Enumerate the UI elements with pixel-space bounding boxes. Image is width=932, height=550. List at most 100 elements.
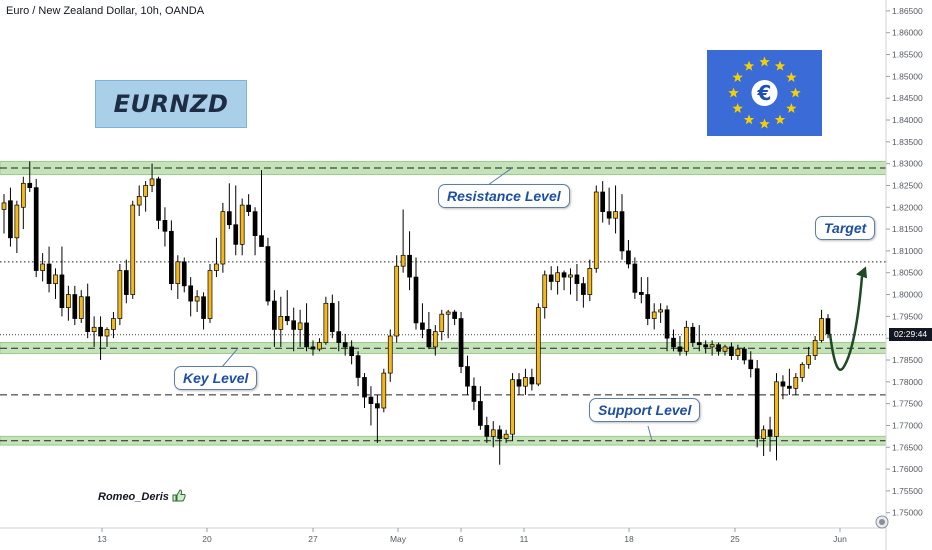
candle — [426, 312, 432, 350]
candle-body — [819, 318, 824, 341]
candle — [59, 246, 65, 317]
candle — [188, 277, 194, 317]
candle — [677, 336, 683, 356]
candle — [587, 259, 593, 302]
candle-body — [748, 359, 754, 370]
candle-body — [98, 326, 103, 337]
candle — [207, 264, 213, 323]
candle — [252, 207, 258, 256]
candle — [181, 257, 187, 293]
candle-body — [439, 313, 445, 332]
candle — [490, 421, 496, 448]
symbol-label: EURNZD — [113, 90, 229, 118]
eu-flag-image: € — [707, 50, 822, 136]
candle — [658, 303, 663, 323]
candle-body — [91, 326, 97, 332]
x-tick-label: 18 — [624, 534, 634, 544]
y-tick-label: 1.83000 — [892, 159, 923, 169]
candle — [46, 246, 52, 293]
candle-body — [722, 346, 728, 352]
candle-body — [1, 202, 7, 210]
candle — [774, 373, 779, 461]
candle-body — [574, 274, 580, 284]
candle — [329, 294, 335, 339]
flag-star — [774, 114, 786, 125]
y-tick-label: 1.84500 — [892, 93, 923, 103]
candle — [574, 264, 580, 302]
candle — [703, 340, 709, 354]
candle — [394, 255, 400, 343]
candle-body — [362, 377, 367, 398]
candle — [651, 303, 657, 330]
candle — [136, 185, 142, 216]
candle — [516, 373, 522, 395]
candle-body — [600, 191, 606, 212]
x-tick-label: 13 — [97, 534, 107, 544]
candle — [149, 163, 155, 192]
candle-body — [375, 403, 380, 409]
candle — [284, 290, 290, 326]
settings-icon[interactable] — [875, 515, 889, 529]
candle-body — [716, 344, 721, 352]
candle-body — [729, 346, 734, 356]
candle — [432, 325, 438, 356]
candle — [272, 290, 277, 347]
candle — [503, 429, 509, 443]
candle-body — [400, 254, 406, 267]
candle-body — [72, 294, 78, 319]
candle-body — [233, 224, 239, 245]
y-tick-label: 1.79500 — [892, 311, 923, 321]
candle-body — [581, 283, 586, 295]
candle — [226, 183, 232, 230]
candle — [123, 259, 129, 304]
candle-body — [284, 316, 290, 322]
candle — [362, 373, 367, 408]
y-tick-label: 1.77000 — [892, 420, 923, 430]
candle — [613, 185, 618, 234]
candle — [523, 368, 528, 395]
candle-body — [709, 344, 715, 348]
candle-body — [59, 274, 65, 308]
candle-body — [14, 204, 20, 239]
candle-body — [20, 182, 26, 208]
candle — [799, 362, 805, 382]
candle-body — [66, 294, 71, 308]
candle-body — [735, 348, 741, 356]
candle-body — [381, 372, 387, 409]
support-level-callout: Support Level — [589, 398, 701, 422]
flag-star — [790, 87, 801, 98]
candle-body — [149, 178, 155, 186]
y-tick-label: 1.76000 — [892, 464, 923, 474]
candle — [400, 209, 406, 273]
candle-body — [638, 292, 644, 295]
candle-body — [542, 274, 548, 308]
candle-body — [33, 187, 39, 271]
candle — [748, 351, 754, 378]
candle — [317, 338, 322, 352]
candle — [239, 198, 245, 256]
candle-body — [452, 311, 457, 319]
candle — [741, 346, 747, 365]
candle-body — [593, 191, 599, 269]
candle-body — [445, 311, 451, 315]
current-price-tag: 02:29:44 — [889, 328, 932, 341]
candle-body — [690, 326, 696, 343]
candle — [806, 346, 812, 369]
candle-body — [432, 331, 438, 348]
x-tick-label: 6 — [459, 534, 464, 544]
candle-body — [651, 311, 657, 319]
candle-body — [342, 342, 348, 348]
candle-body — [297, 322, 303, 330]
candle — [606, 187, 612, 225]
candle — [310, 340, 316, 356]
x-tick-label: 11 — [520, 534, 529, 544]
candle-body — [78, 296, 84, 319]
candle-body — [471, 385, 477, 402]
candle — [780, 375, 786, 400]
candle — [452, 309, 457, 326]
candle-body — [355, 355, 361, 378]
candle — [413, 257, 419, 330]
candle — [342, 333, 348, 356]
candle — [33, 178, 39, 278]
